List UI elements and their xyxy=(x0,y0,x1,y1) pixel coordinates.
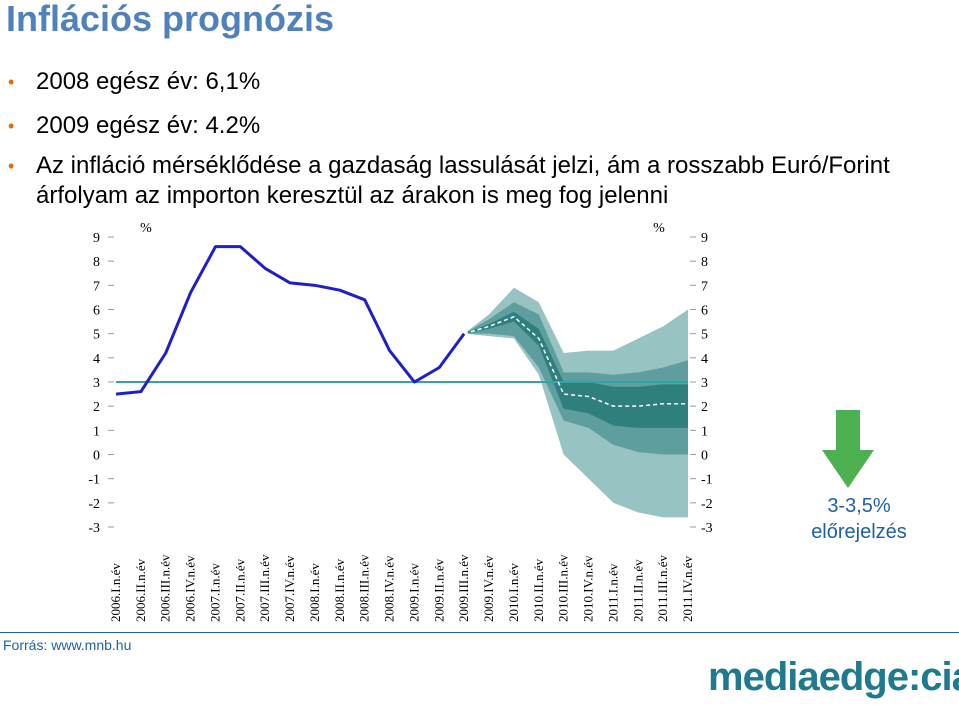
y-tick-label-right: 2 xyxy=(701,400,708,415)
y-tick-label-right: 6 xyxy=(701,304,708,319)
x-tick-label: 2008.IV.n.év xyxy=(382,555,397,622)
y-tick-label-left: 8 xyxy=(93,255,100,270)
y-tick-label-right: 9 xyxy=(701,231,708,246)
y-tick-label-left: 1 xyxy=(93,424,100,439)
y-tick-label-right: -2 xyxy=(701,497,713,512)
y-tick-label-left: -2 xyxy=(88,497,100,512)
bullet-dot-icon: • xyxy=(8,116,15,136)
bullet-dot-icon: • xyxy=(8,72,15,92)
forecast-value: 3-3,5% xyxy=(827,495,891,517)
y-tick-label-left: 5 xyxy=(93,328,100,343)
bullet-text: Az infláció mérséklődése a gazdaság lass… xyxy=(36,152,890,179)
left-axis-unit: % xyxy=(140,221,152,236)
down-arrow-icon xyxy=(822,410,874,488)
x-tick-label: 2007.IV.n.év xyxy=(282,555,297,622)
x-tick-label: 2009.II.n.év xyxy=(431,558,446,622)
bullet-text: 2009 egész év: 4.2% xyxy=(36,112,261,139)
x-tick-label: 2006.III.n.év xyxy=(158,554,173,622)
x-tick-label: 2009.III.n.év xyxy=(456,554,471,622)
x-tick-label: 2011.II.n.év xyxy=(630,559,645,622)
y-tick-label-right: 1 xyxy=(701,424,708,439)
x-tick-label: 2010.III.n.év xyxy=(556,554,571,622)
x-tick-label: 2010.I.n.év xyxy=(506,563,521,622)
source-note: Forrás: www.mnb.hu xyxy=(3,637,132,653)
x-tick-label: 2007.III.n.év xyxy=(257,554,272,622)
y-tick-label-right: 4 xyxy=(701,352,708,367)
y-tick-label-right: 7 xyxy=(701,279,708,294)
x-tick-label: 2010.IV.n.év xyxy=(581,555,596,622)
x-tick-label: 2008.II.n.év xyxy=(332,558,347,622)
footer-divider xyxy=(0,632,959,633)
x-tick-label: 2011.III.n.év xyxy=(655,554,670,622)
y-tick-label-right: -3 xyxy=(701,521,713,536)
right-axis-unit: % xyxy=(653,221,665,236)
x-tick-label: 2006.II.n.év xyxy=(133,558,148,622)
x-tick-label: 2006.IV.n.év xyxy=(183,555,198,622)
y-tick-label-left: 9 xyxy=(93,231,100,246)
y-tick-label-left: 4 xyxy=(93,352,100,367)
x-tick-label: 2008.I.n.év xyxy=(307,563,322,622)
actual-inflation-line xyxy=(115,245,466,396)
y-tick-label-left: 6 xyxy=(93,304,100,319)
y-tick-label-right: 5 xyxy=(701,328,708,343)
x-tick-label: 2009.IV.n.év xyxy=(481,555,496,622)
y-tick-label-right: 0 xyxy=(701,449,708,464)
x-tick-label: 2011.IV.n.év xyxy=(680,555,695,622)
forecast-caption: előrejelzés xyxy=(811,521,907,543)
x-tick-label: 2006.I.n.év xyxy=(108,563,123,622)
company-logo: mediaedge:cia xyxy=(708,655,959,699)
x-tick-label: 2008.III.n.év xyxy=(357,554,372,622)
y-tick-label-left: 7 xyxy=(93,279,100,294)
page-title: Inflációs prognózis xyxy=(6,0,335,39)
y-tick-label-right: 8 xyxy=(701,255,708,270)
x-tick-label: 2010.II.n.év xyxy=(531,558,546,622)
x-tick-label: 2009.I.n.év xyxy=(406,563,421,622)
bullet-text: 2008 egész év: 6,1% xyxy=(36,68,261,95)
x-tick-label: 2011.I.n.év xyxy=(605,563,620,622)
bullet-dot-icon: • xyxy=(8,156,15,176)
x-tick-label: 2007.II.n.év xyxy=(232,558,247,622)
y-tick-label-right: 3 xyxy=(701,376,708,391)
y-tick-label-left: -3 xyxy=(88,521,100,536)
x-tick-label: 2007.I.n.év xyxy=(207,563,222,622)
bullet-text: árfolyam az importon keresztül az árakon… xyxy=(36,182,669,209)
forecast-label: 3-3,5% előrejelzés xyxy=(780,493,938,545)
inflation-fan-chart: 9 9 8 8 7 7 6 6 5 5 4 4 3 3 2 2 1 1 0 0 -1 -1 -2 -2 -3 -3% % 2006.I… xyxy=(88,221,713,622)
y-tick-label-right: -1 xyxy=(701,473,713,488)
y-tick-label-left: 3 xyxy=(93,376,100,391)
fan-band-inner xyxy=(464,311,688,428)
y-tick-label-left: -1 xyxy=(88,473,100,488)
y-tick-label-left: 2 xyxy=(93,400,100,415)
y-tick-label-left: 0 xyxy=(93,449,100,464)
